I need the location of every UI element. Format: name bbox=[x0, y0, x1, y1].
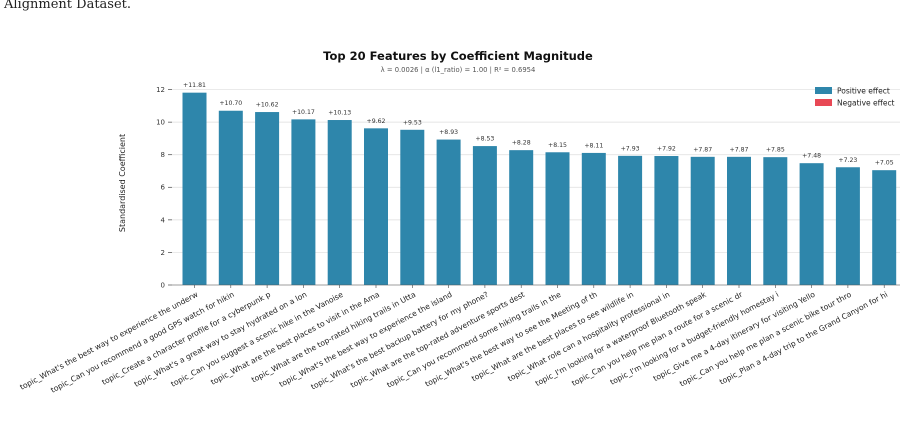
bar-value-label: +10.70 bbox=[219, 100, 242, 107]
bar-value-label: +7.23 bbox=[838, 157, 857, 164]
legend-swatch-negative bbox=[815, 99, 832, 106]
bar bbox=[255, 112, 280, 285]
bar-value-label: +8.53 bbox=[475, 136, 494, 143]
bar bbox=[400, 129, 425, 285]
bar bbox=[835, 167, 860, 285]
bar-value-label: +7.93 bbox=[621, 145, 640, 152]
bar bbox=[182, 92, 207, 285]
bar bbox=[327, 120, 352, 285]
bar bbox=[799, 163, 824, 285]
bar-value-label: +8.28 bbox=[512, 140, 531, 147]
legend-label-positive: Positive effect bbox=[837, 87, 890, 96]
bar bbox=[509, 150, 534, 285]
bar-value-label: +9.53 bbox=[403, 119, 422, 126]
bar bbox=[436, 139, 461, 285]
bar-layer: +11.81 +10.70 +10.62 +10.17 +10.13 +9.62 +9.53… bbox=[182, 82, 897, 285]
bar bbox=[690, 156, 715, 285]
y-tick-label: 8 bbox=[161, 151, 165, 159]
bar-value-label: +10.13 bbox=[328, 110, 351, 117]
bar-value-label: +7.48 bbox=[802, 153, 821, 160]
bar bbox=[545, 152, 570, 285]
bar bbox=[291, 119, 316, 285]
chart-title: Top 20 Features by Coefficient Magnitude bbox=[323, 49, 593, 63]
bar bbox=[581, 152, 606, 285]
bar-value-label: +8.11 bbox=[584, 142, 603, 149]
bar-value-label: +7.87 bbox=[693, 146, 712, 153]
bar bbox=[618, 155, 643, 285]
chart-subtitle: λ = 0.0026 | α (l1_ratio) = 1.00 | R² = … bbox=[381, 66, 536, 74]
bar bbox=[364, 128, 388, 285]
y-tick-label: 4 bbox=[161, 216, 166, 224]
bar-value-label: +7.92 bbox=[657, 146, 676, 153]
chart-legend: Positive effect Negative effect bbox=[815, 87, 895, 108]
bar bbox=[872, 170, 897, 285]
y-axis-label: Standardised Coefficient bbox=[118, 134, 127, 232]
y-tick-label: 6 bbox=[161, 184, 166, 192]
figure-caption: Alignment Dataset. bbox=[4, 0, 132, 12]
bar bbox=[654, 156, 679, 285]
bar-value-label: +10.62 bbox=[256, 102, 279, 109]
bar-value-label: +8.15 bbox=[548, 142, 567, 149]
bar-value-label: +8.93 bbox=[439, 129, 458, 136]
y-tick-label: 0 bbox=[161, 281, 165, 289]
bar-value-label: +9.62 bbox=[367, 118, 386, 125]
bar-value-label: +7.87 bbox=[730, 146, 749, 153]
bar-value-label: +7.85 bbox=[766, 147, 785, 154]
bar bbox=[727, 156, 751, 285]
legend-label-negative: Negative effect bbox=[837, 99, 895, 108]
bar bbox=[218, 110, 243, 285]
bar-value-label: +11.81 bbox=[183, 82, 206, 89]
bar-value-label: +7.05 bbox=[875, 160, 894, 167]
legend-swatch-positive bbox=[815, 87, 832, 94]
y-tick-label: 12 bbox=[156, 86, 165, 94]
grid-layer bbox=[172, 89, 900, 286]
bar-value-label: +10.17 bbox=[292, 109, 315, 116]
y-tick-label: 10 bbox=[156, 119, 165, 127]
bar bbox=[763, 157, 788, 285]
y-tick-label: 2 bbox=[161, 249, 165, 257]
bar bbox=[472, 146, 497, 285]
